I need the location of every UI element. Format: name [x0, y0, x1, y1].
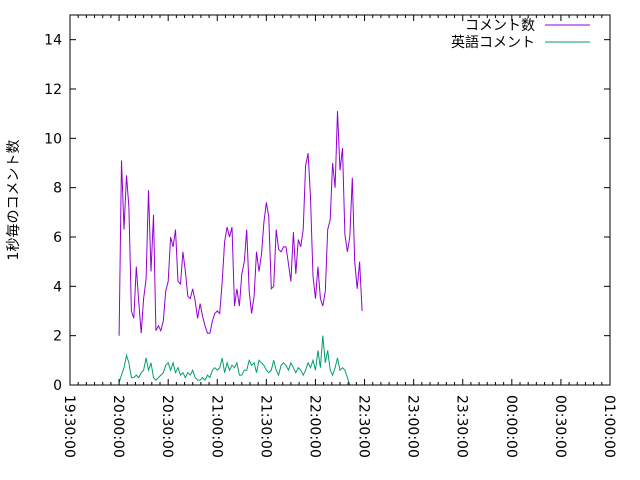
x-tick-label: 22:00:00 — [306, 395, 322, 458]
x-tick-label: 20:30:00 — [159, 395, 175, 458]
plot-frame — [69, 14, 611, 386]
y-tick-label: 8 — [53, 181, 62, 197]
y-tick-label: 0 — [53, 378, 62, 394]
x-tick-label: 00:30:00 — [552, 395, 568, 458]
x-tick-label: 00:00:00 — [503, 395, 519, 458]
x-tick-label: 23:00:00 — [405, 395, 421, 458]
y-tick-label: 14 — [44, 33, 62, 49]
y-tick-label: 12 — [44, 82, 62, 98]
series-line-0 — [118, 111, 363, 336]
x-tick-label: 01:00:00 — [601, 395, 617, 458]
x-tick-label: 20:00:00 — [110, 395, 126, 458]
legend-label: 英語コメント — [451, 34, 535, 51]
y-axis-label: 1秒毎のコメント数 — [6, 140, 22, 261]
x-tick-label: 19:30:00 — [61, 395, 77, 458]
y-tick-label: 6 — [53, 230, 62, 246]
x-tick-label: 22:30:00 — [356, 395, 372, 458]
series-line-1 — [118, 335, 351, 386]
y-tick-label: 2 — [53, 329, 62, 345]
x-tick-label: 21:30:00 — [257, 395, 273, 458]
y-tick-label: 10 — [44, 131, 62, 147]
y-tick-label: 4 — [53, 279, 62, 295]
x-tick-label: 21:00:00 — [208, 395, 224, 458]
x-tick-label: 23:30:00 — [454, 395, 470, 458]
legend-label: コメント数 — [465, 18, 535, 34]
